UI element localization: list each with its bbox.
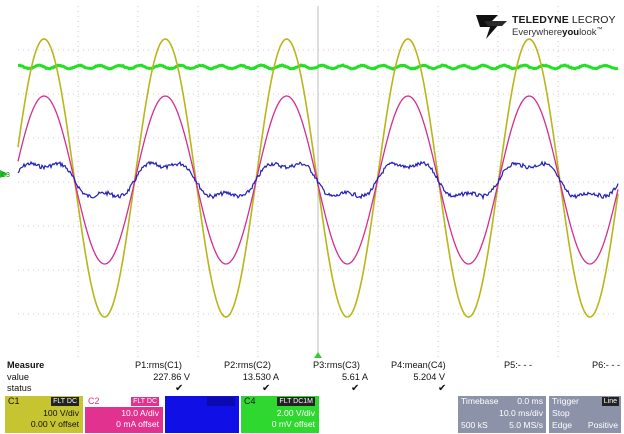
trace-c2 <box>17 95 619 265</box>
trigger-label: Trigger <box>552 396 579 406</box>
channel-c3-coupling-badge: FLT DC <box>207 397 235 406</box>
measure-p4-value: 5.204 V <box>413 372 445 382</box>
channel-c4-header: C4 FLT DC1M <box>241 396 319 407</box>
measure-p2-status-check-icon: ✔ <box>262 383 271 394</box>
measure-p6-header[interactable]: P6:- - - <box>592 360 621 370</box>
measure-header-row: Measure P1:rms(C1) P2:rms(C2) P3:rms(C3)… <box>0 360 624 371</box>
channel-c1-coupling-badge: FLT DC <box>51 397 79 406</box>
timebase-label: Timebase <box>461 396 499 406</box>
measure-table[interactable]: Measure P1:rms(C1) P2:rms(C2) P3:rms(C3)… <box>0 360 624 394</box>
channel-c4-scale: 2.00 V/div <box>276 408 315 418</box>
measure-p2-value: 13.530 A <box>242 372 279 382</box>
channel-c2-scale: 10.0 A/div <box>121 408 159 418</box>
measure-p3-status-check-icon: ✔ <box>351 383 360 394</box>
measure-value-label: value <box>7 372 29 382</box>
channel-c1-name: C1 <box>8 396 20 406</box>
trigger-position-marker[interactable] <box>314 352 322 358</box>
channel-c3-header: C3 FLT DC <box>165 396 239 407</box>
channel-c3-name: C3 <box>168 396 180 406</box>
measure-p4-status-check-icon: ✔ <box>438 383 447 394</box>
channel-c1-scale: 100 V/div <box>43 408 79 418</box>
measure-p1-status-check-icon: ✔ <box>175 383 184 394</box>
timebase-samples: 500 kS <box>461 420 488 430</box>
timebase-div: 10.0 ms/div <box>499 408 543 418</box>
brand-name: TELEDYNE LECROY <box>512 14 616 26</box>
trace-c3 <box>17 160 619 201</box>
timebase-sample-rate: 5.0 MS/s <box>509 420 543 430</box>
measure-p5-header[interactable]: P5:- - - <box>504 360 533 370</box>
trigger-source-badge: Line <box>601 397 619 406</box>
channel-c1-descriptor[interactable]: C1 FLT DC 100 V/div 0.00 V offset <box>5 396 83 433</box>
trigger-slope: Positive <box>587 420 618 430</box>
timebase-delay: 0.0 ms <box>517 396 543 406</box>
measure-value-row: value 227.86 V 13.530 A 5.61 A 5.204 V <box>0 372 624 383</box>
trace-c4 <box>18 63 619 71</box>
measure-p3-header[interactable]: P3:rms(C3) <box>313 360 360 370</box>
trigger-type: Edge <box>552 420 573 430</box>
channel-c2-coupling-badge: FLT DC <box>131 397 159 406</box>
channel-c2-header: C2 FLT DC <box>85 396 163 407</box>
measure-status-row: status ✔ ✔ ✔ ✔ <box>0 383 624 394</box>
brand-tagline: Everywhereyoulook™ <box>512 27 603 38</box>
measure-p1-header[interactable]: P1:rms(C1) <box>135 360 182 370</box>
trigger-mode: Stop <box>552 408 570 418</box>
timebase-descriptor[interactable]: Timebase 0.0 ms 10.0 ms/div 500 kS 5.0 M… <box>458 396 546 433</box>
channel-c1-header: C1 FLT DC <box>5 396 83 407</box>
measure-p4-header[interactable]: P4:mean(C4) <box>391 360 446 370</box>
measure-p1-value: 227.86 V <box>153 372 190 382</box>
channel-c4-coupling-badge: FLT DC1M <box>277 397 315 406</box>
ground-marker-label: C3 <box>1 172 10 179</box>
teledyne-lecroy-logo: TELEDYNE LECROY Everywhereyoulook™ <box>476 12 622 46</box>
channel-c4-name: C4 <box>244 396 256 406</box>
measure-p3-value: 5.61 A <box>341 372 368 382</box>
trigger-descriptor[interactable]: Trigger Line Stop Edge Positive <box>549 396 621 433</box>
teledyne-arrow-icon <box>476 15 507 39</box>
channel-c4-offset: 0 mV offset <box>271 419 315 429</box>
channel-c1-offset: 0.00 V offset <box>30 419 79 429</box>
channel-c2-offset: 0 mA offset <box>116 419 159 429</box>
measure-title: Measure <box>7 360 45 370</box>
measure-p2-header[interactable]: P2:rms(C2) <box>224 360 271 370</box>
channel-c2-descriptor[interactable]: C2 FLT DC 10.0 A/div 0 mA offset <box>85 396 163 433</box>
ground-marker[interactable]: C3 <box>0 170 10 179</box>
measure-status-label: status <box>7 383 32 393</box>
channel-c4-descriptor[interactable]: C4 FLT DC1M 2.00 V/div 0 mV offset <box>241 396 319 433</box>
channel-c2-name: C2 <box>88 396 100 406</box>
channel-c3-descriptor[interactable]: C3 FLT DC <box>165 396 239 433</box>
